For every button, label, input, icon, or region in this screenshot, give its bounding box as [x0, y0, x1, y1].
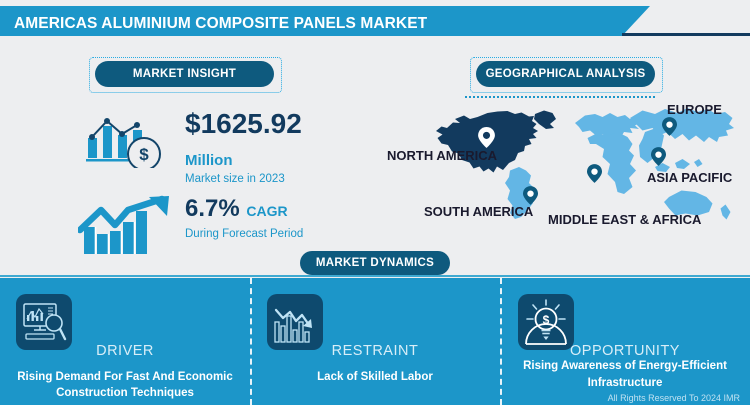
svg-text:$: $ — [139, 145, 149, 164]
